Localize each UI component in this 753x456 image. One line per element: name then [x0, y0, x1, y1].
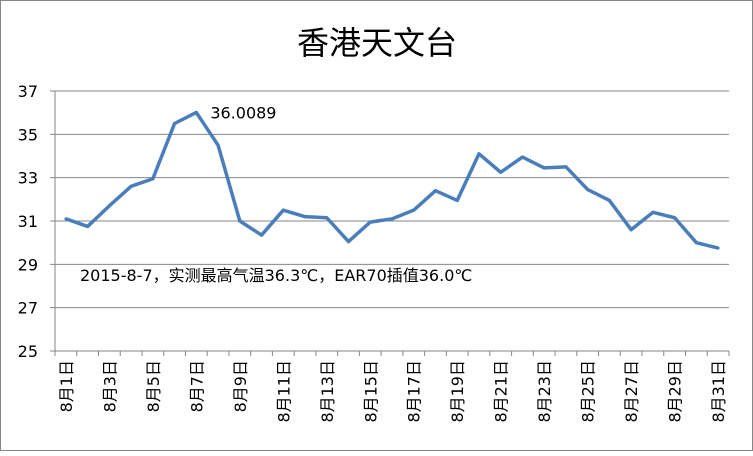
- x-tick-label: 8月5日: [144, 360, 163, 412]
- x-tick-label: 8月25日: [579, 360, 598, 423]
- y-tick-label: 33: [18, 169, 38, 188]
- data-point: [107, 204, 111, 208]
- data-point: [607, 198, 611, 202]
- y-tick-label: 27: [18, 299, 38, 318]
- data-point: [499, 170, 503, 174]
- x-tick-label: 8月15日: [361, 360, 380, 423]
- y-tick-label: 35: [18, 125, 38, 144]
- data-point: [151, 177, 155, 181]
- x-tick-label: 8月23日: [535, 360, 554, 423]
- data-point: [542, 166, 546, 170]
- data-point: [455, 198, 459, 202]
- y-tick-label: 31: [18, 212, 38, 231]
- data-point: [564, 165, 568, 169]
- x-tick-label: 8月21日: [492, 360, 511, 423]
- data-point: [477, 152, 481, 156]
- annotation: 2015-8-7，实测最高气温36.3℃，EAR70插值36.0℃: [80, 266, 472, 285]
- data-point: [281, 208, 285, 212]
- data-point: [412, 208, 416, 212]
- data-point: [673, 216, 677, 220]
- x-tick-label: 8月9日: [231, 360, 250, 412]
- x-tick-label: 8月13日: [318, 360, 337, 423]
- data-point: [651, 210, 655, 214]
- data-point: [194, 110, 198, 114]
- data-point: [347, 240, 351, 244]
- x-tick-label: 8月1日: [57, 360, 76, 412]
- data-point: [173, 122, 177, 125]
- data-point: [433, 189, 437, 193]
- data-point: [716, 246, 720, 250]
- data-point: [390, 217, 394, 221]
- data-point: [216, 143, 220, 147]
- x-tick-label: 8月27日: [622, 360, 641, 423]
- data-label: 36.0089: [210, 103, 276, 122]
- x-tick-label: 8月7日: [187, 360, 206, 412]
- data-point: [64, 217, 68, 221]
- y-tick-label: 29: [18, 255, 38, 274]
- data-point: [586, 188, 590, 192]
- data-point: [129, 184, 133, 188]
- x-tick-label: 8月17日: [405, 360, 424, 423]
- data-point: [238, 219, 242, 223]
- x-tick-label: 8月19日: [448, 360, 467, 423]
- x-tick-label: 8月3日: [100, 360, 119, 412]
- x-tick-label: 8月11日: [274, 360, 293, 423]
- y-tick-label: 25: [18, 342, 38, 361]
- data-point: [629, 228, 633, 232]
- data-point: [325, 216, 329, 220]
- data-point: [303, 215, 307, 219]
- data-point: [694, 241, 698, 245]
- x-tick-label: 8月31日: [709, 360, 728, 423]
- data-point: [368, 220, 372, 224]
- data-point: [520, 155, 524, 159]
- y-tick-label: 37: [18, 82, 38, 101]
- chart-title: 香港天文台: [297, 24, 457, 62]
- data-point: [260, 233, 264, 237]
- data-point: [86, 224, 90, 228]
- x-tick-label: 8月29日: [666, 360, 685, 423]
